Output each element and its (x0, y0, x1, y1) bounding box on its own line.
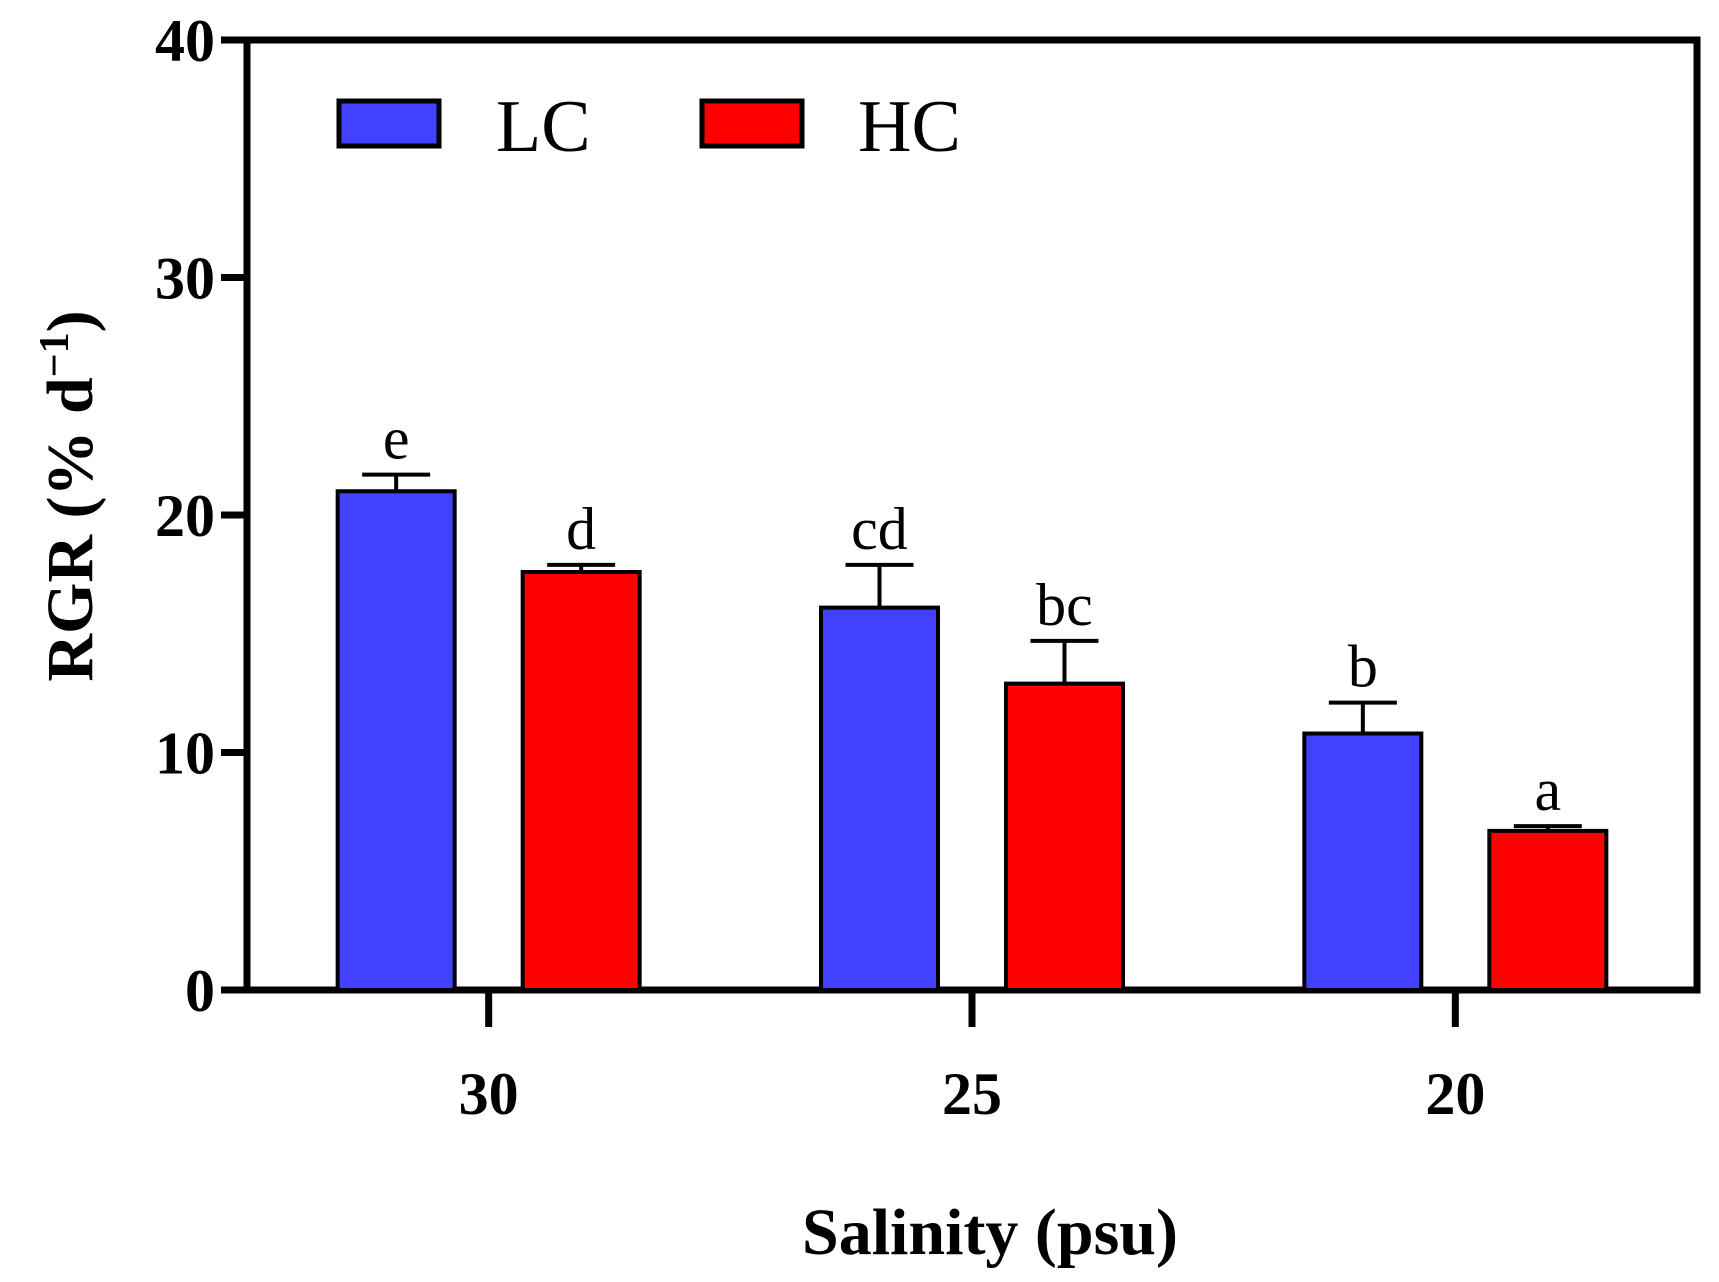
plot-frame (243, 36, 1701, 994)
bar-lc-20 (1302, 731, 1424, 992)
y-tick-label: 20 (155, 483, 215, 549)
y-tick-label: 40 (155, 8, 215, 74)
y-axis-title-main: RGR (% d (34, 377, 107, 681)
significance-letter: e (383, 406, 410, 472)
bar-lc-30 (335, 489, 457, 992)
bar-hc-25 (1004, 681, 1125, 992)
plot-border (243, 36, 1701, 994)
y-axis-title: RGR (% d−1) (32, 310, 107, 681)
legend-swatch-lc (336, 98, 442, 149)
x-axis: 30 25 20 (459, 990, 1485, 1127)
y-tick-label: 0 (185, 958, 215, 1024)
x-tick-label: 20 (1425, 1061, 1485, 1127)
legend: LC HC (336, 86, 961, 168)
y-tick-label: 10 (155, 721, 215, 787)
significance-letter: bc (1036, 572, 1093, 638)
significance-letter: cd (851, 496, 908, 562)
legend-label-lc: LC (496, 86, 591, 168)
significance-letter: d (566, 496, 596, 562)
bar-hc-20 (1487, 828, 1609, 992)
legend-swatch-hc (699, 98, 805, 149)
y-tick-label: 30 (155, 246, 215, 312)
y-axis-title-exponent: −1 (32, 332, 78, 377)
x-tick-label: 25 (942, 1061, 1002, 1127)
bar-hc-30 (520, 570, 642, 992)
legend-label-hc: HC (858, 86, 961, 168)
x-tick-label: 30 (459, 1061, 519, 1127)
significance-letter: b (1348, 634, 1378, 700)
x-axis-title: Salinity (psu) (802, 1196, 1178, 1269)
bars (335, 489, 1609, 992)
y-axis: 0 10 20 30 40 (155, 8, 247, 1024)
significance-labels: e d cd bc b a (383, 406, 1561, 824)
bar-lc-25 (819, 605, 940, 992)
significance-letter: a (1535, 757, 1562, 823)
y-axis-title-close: ) (34, 310, 107, 332)
error-bars (362, 472, 1582, 831)
